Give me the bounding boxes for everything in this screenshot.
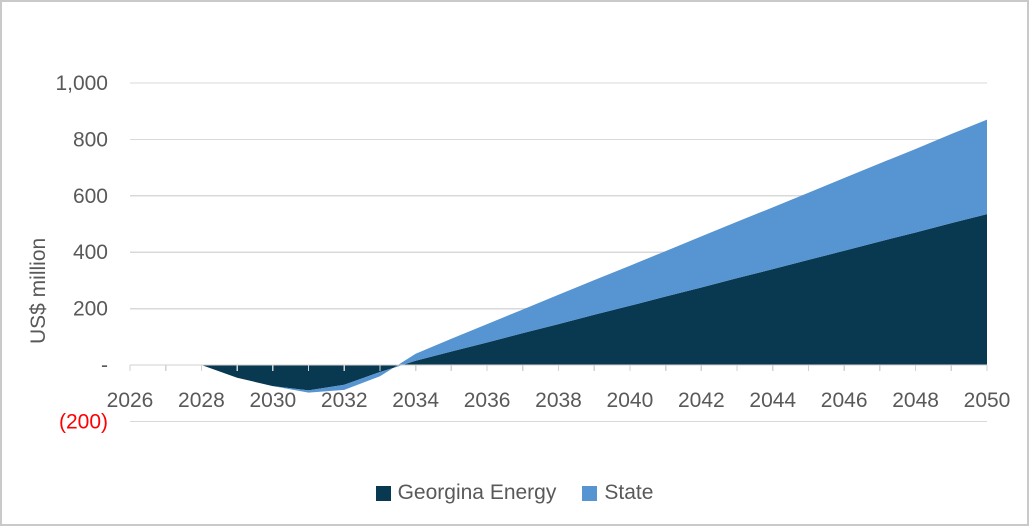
x-axis-tick-label-2034: 2034 xyxy=(392,389,439,412)
y-axis-title: US$ million xyxy=(27,237,50,345)
x-axis-tick-label-2046: 2046 xyxy=(821,389,868,412)
x-axis-tick-label-2038: 2038 xyxy=(535,389,582,412)
x-axis-tick-label-2030: 2030 xyxy=(249,389,296,412)
y-axis-tick-label-400: 400 xyxy=(73,241,108,264)
x-axis-tick-label-2032: 2032 xyxy=(321,389,368,412)
y-axis-tick-label-0: - xyxy=(101,354,108,377)
y-axis-tick-label-800: 800 xyxy=(73,128,108,151)
y-axis-tick-label-1000: 1,000 xyxy=(55,72,108,95)
x-axis-tick-label-2050: 2050 xyxy=(964,389,1011,412)
x-axis-tick-label-2042: 2042 xyxy=(678,389,725,412)
x-axis-tick-label-2044: 2044 xyxy=(749,389,796,412)
legend-swatch-state xyxy=(582,485,598,501)
legend-label-state: State xyxy=(604,481,654,504)
legend-label-georgina-energy: Georgina Energy xyxy=(397,481,557,504)
x-axis-tick-label-2026: 2026 xyxy=(107,389,154,412)
y-axis-tick-label-600: 600 xyxy=(73,185,108,208)
area-state xyxy=(130,119,987,393)
y-axis-tick-label--200: (200) xyxy=(59,410,108,433)
legend-item-georgina-energy: Georgina Energy xyxy=(375,481,557,505)
chart-legend: Georgina Energy State xyxy=(2,481,1027,505)
x-axis-tick-label-2036: 2036 xyxy=(464,389,511,412)
x-axis-tick-label-2028: 2028 xyxy=(178,389,225,412)
x-axis-tick-label-2048: 2048 xyxy=(892,389,939,412)
x-axis-tick-label-2040: 2040 xyxy=(607,389,654,412)
area-georgina-energy xyxy=(130,214,987,391)
y-axis-tick-label-200: 200 xyxy=(73,298,108,321)
legend-item-state: State xyxy=(582,481,653,505)
legend-swatch-georgina-energy xyxy=(375,485,391,501)
